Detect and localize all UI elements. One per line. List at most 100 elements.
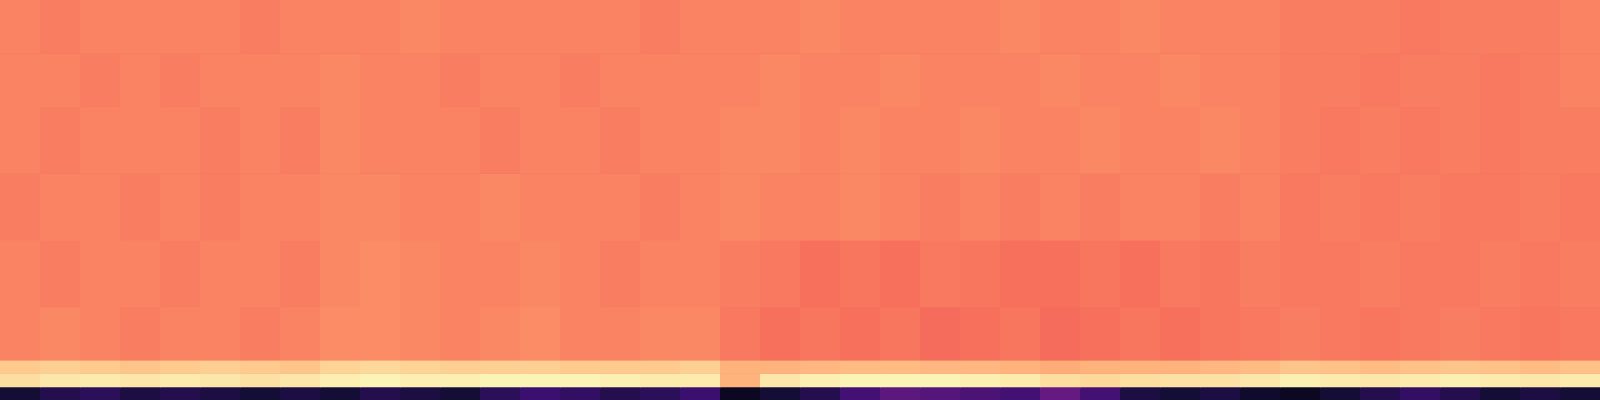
heatmap-cell <box>480 360 521 374</box>
heatmap-cell <box>1400 107 1441 174</box>
heatmap-cell <box>120 0 161 54</box>
heatmap-cell <box>960 0 1001 54</box>
heatmap-cell <box>560 373 601 387</box>
heatmap-cell <box>240 373 281 387</box>
heatmap-cell <box>520 107 561 174</box>
heatmap-cell <box>40 107 81 174</box>
heatmap-cell <box>1000 240 1041 307</box>
heatmap-cell <box>240 0 281 54</box>
heatmap-cell <box>440 0 481 54</box>
heatmap-cell <box>1120 107 1161 174</box>
heatmap-cell <box>1200 53 1241 107</box>
heatmap-cell <box>520 173 561 240</box>
heatmap-cell <box>1400 240 1441 307</box>
heatmap-cell <box>280 307 321 361</box>
heatmap-cell <box>1440 360 1481 374</box>
heatmap-cell <box>480 173 521 240</box>
heatmap-cell <box>1200 107 1241 174</box>
heatmap-cell <box>440 240 481 307</box>
heatmap-cell <box>1280 107 1321 174</box>
heatmap-cell <box>520 387 561 400</box>
heatmap-cell <box>760 173 801 240</box>
heatmap-cell <box>1080 387 1121 400</box>
heatmap-cell <box>1280 307 1321 361</box>
heatmap-cell <box>840 53 881 107</box>
heatmap-cell <box>1560 240 1600 307</box>
heatmap-cell <box>1080 307 1121 361</box>
heatmap-cell <box>1040 107 1081 174</box>
heatmap-cell <box>1200 0 1241 54</box>
heatmap-cell <box>520 373 561 387</box>
heatmap-cell <box>360 107 401 174</box>
heatmap-cell <box>400 240 441 307</box>
heatmap-cell <box>800 307 841 361</box>
heatmap-cell <box>1480 0 1521 54</box>
heatmap-cell <box>1400 173 1441 240</box>
heatmap-cell <box>160 373 201 387</box>
heatmap-cell <box>1200 387 1241 400</box>
heatmap-cell <box>80 373 121 387</box>
heatmap-cell <box>1520 240 1561 307</box>
heatmap-cell <box>320 387 361 400</box>
heatmap-cell <box>1440 387 1481 400</box>
heatmap-cell <box>440 373 481 387</box>
heatmap-cell <box>1520 387 1561 400</box>
heatmap-cell <box>680 387 721 400</box>
heatmap-cell <box>560 240 601 307</box>
heatmap-cell <box>760 0 801 54</box>
heatmap-cell <box>520 307 561 361</box>
heatmap-cell <box>720 240 761 307</box>
heatmap-cell <box>1520 373 1561 387</box>
heatmap-cell <box>1040 53 1081 107</box>
heatmap-cell <box>1320 387 1361 400</box>
heatmap-cell <box>1040 307 1081 361</box>
heatmap-cell <box>440 173 481 240</box>
heatmap-cell <box>200 387 241 400</box>
heatmap-cell <box>1200 240 1241 307</box>
heatmap-cell <box>1280 0 1321 54</box>
heatmap-cell <box>240 360 281 374</box>
heatmap-cell <box>1440 240 1481 307</box>
heatmap-cell <box>840 0 881 54</box>
heatmap-cell <box>1040 387 1081 400</box>
heatmap-cell <box>840 373 881 387</box>
heatmap-cell <box>1040 0 1081 54</box>
heatmap-cell <box>560 0 601 54</box>
heatmap-cell <box>360 360 401 374</box>
heatmap-cell <box>200 53 241 107</box>
heatmap-cell <box>1360 53 1401 107</box>
heatmap-cell <box>80 387 121 400</box>
heatmap-cell <box>880 387 921 400</box>
heatmap-cell <box>1240 107 1281 174</box>
heatmap-cell <box>440 53 481 107</box>
heatmap-cell <box>1480 240 1521 307</box>
heatmap-cell <box>1400 53 1441 107</box>
heatmap-cell <box>1240 387 1281 400</box>
heatmap-cell <box>400 0 441 54</box>
heatmap-cell <box>720 0 761 54</box>
heatmap-cell <box>80 107 121 174</box>
heatmap-cell <box>1000 307 1041 361</box>
heatmap-cell <box>1360 0 1401 54</box>
heatmap-cell <box>800 373 841 387</box>
heatmap-cell <box>120 240 161 307</box>
heatmap-cell <box>1080 240 1121 307</box>
heatmap-cell <box>1120 373 1161 387</box>
heatmap-cell <box>920 307 961 361</box>
heatmap-cell <box>1320 53 1361 107</box>
heatmap-cell <box>1320 173 1361 240</box>
heatmap-cell <box>1560 53 1600 107</box>
heatmap-cell <box>320 0 361 54</box>
heatmap-cell <box>1360 360 1401 374</box>
heatmap-cell <box>1080 373 1121 387</box>
heatmap-cell <box>1560 307 1600 361</box>
heatmap-cell <box>1000 373 1041 387</box>
heatmap-cell <box>600 53 641 107</box>
heatmap-cell <box>80 240 121 307</box>
heatmap-cell <box>1000 107 1041 174</box>
heatmap-cell <box>0 53 41 107</box>
heatmap-cell <box>120 173 161 240</box>
heatmap-cell <box>0 360 41 374</box>
heatmap-cell <box>1360 107 1401 174</box>
heatmap-cell <box>1560 173 1600 240</box>
